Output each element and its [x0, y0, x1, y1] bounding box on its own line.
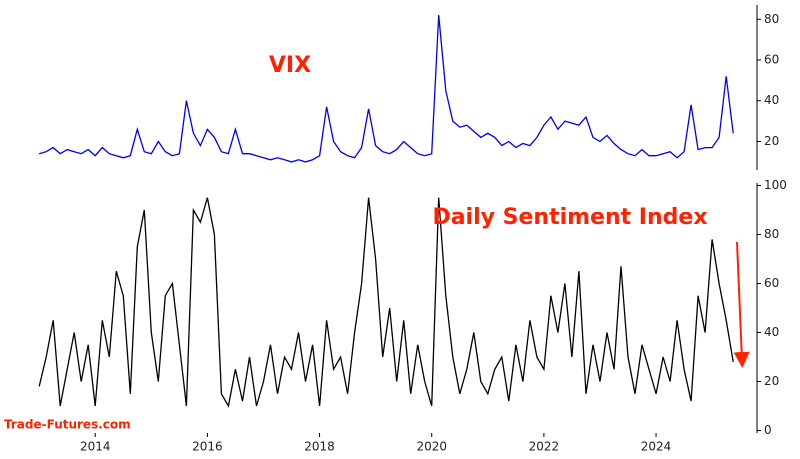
watermark: Trade-Futures.com — [4, 418, 131, 432]
x-tick-label: 2022 — [529, 440, 560, 454]
x-tick-label: 2018 — [304, 440, 335, 454]
y-tick-label: 80 — [764, 12, 779, 26]
x-tick-label: 2020 — [416, 440, 447, 454]
line — [39, 15, 734, 163]
line — [38, 197, 734, 408]
y-tick-label: 80 — [764, 227, 779, 241]
chart-title: VIX — [269, 53, 311, 78]
x-tick-label: 2014 — [80, 440, 111, 454]
y-tick-label: 20 — [764, 134, 779, 148]
y-tick-label: 60 — [764, 53, 779, 67]
y-tick-label: 0 — [764, 423, 772, 437]
y-tick-label: 100 — [764, 178, 787, 192]
x-tick-label: 2024 — [641, 440, 672, 454]
y-tick-label: 40 — [764, 93, 779, 107]
y-tick-label: 60 — [764, 276, 779, 290]
arrow — [733, 241, 750, 368]
x-tick-label: 2016 — [192, 440, 223, 454]
y-tick-label: 20 — [764, 374, 779, 388]
y-tick-label: 40 — [764, 325, 779, 339]
chart-title: Daily Sentiment Index — [432, 205, 707, 230]
